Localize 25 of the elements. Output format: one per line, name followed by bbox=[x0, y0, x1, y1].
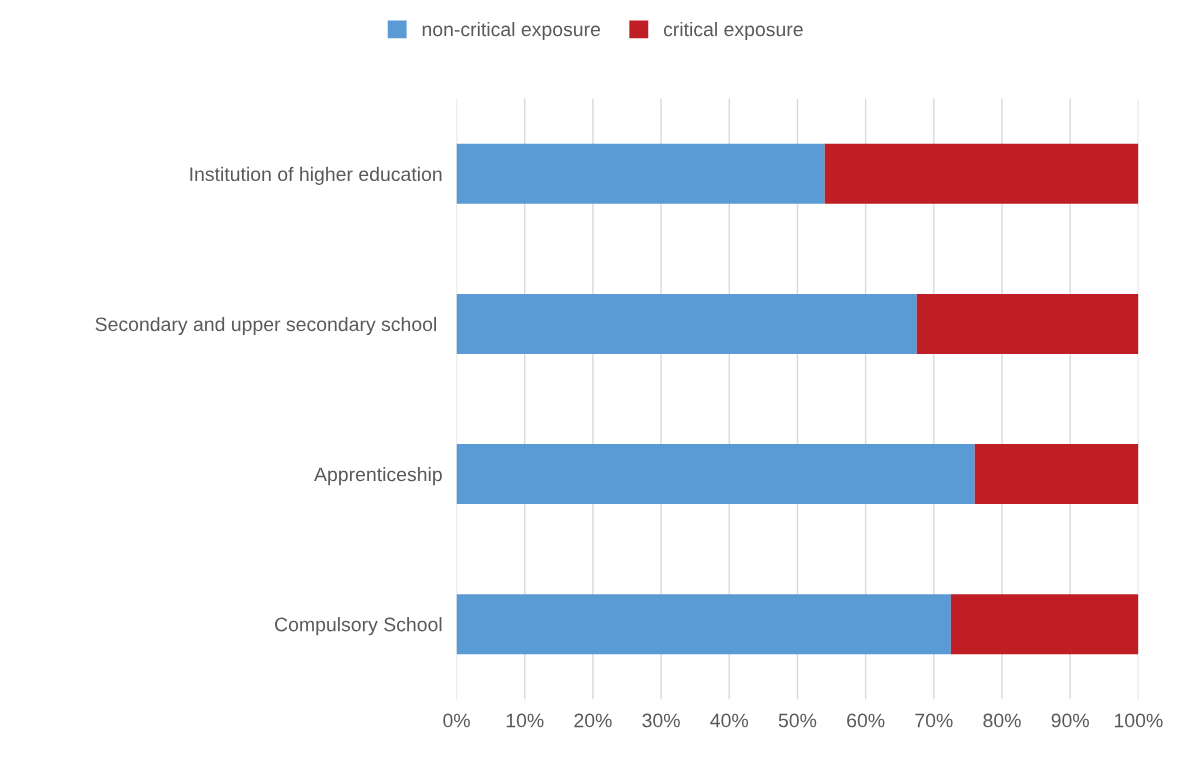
x-tick-label: 10% bbox=[506, 713, 544, 728]
x-tick-label: 40% bbox=[710, 713, 749, 728]
bar bbox=[916, 293, 1139, 354]
bar bbox=[974, 444, 1139, 505]
y-tick-label: Apprenticeship bbox=[314, 467, 442, 486]
bar bbox=[456, 293, 917, 354]
x-tick-label: 60% bbox=[847, 713, 885, 728]
x-tick-label: 0% bbox=[443, 713, 470, 728]
x-tick-label: 50% bbox=[778, 713, 817, 728]
x-tick-label: 30% bbox=[642, 713, 680, 728]
legend-label: non-critical exposure bbox=[422, 21, 601, 41]
x-tick-label: 100% bbox=[1114, 713, 1163, 728]
bar bbox=[456, 594, 951, 655]
y-tick-label: Compulsory School bbox=[275, 617, 442, 636]
bar bbox=[950, 594, 1139, 655]
x-tick-label: 80% bbox=[983, 713, 1021, 728]
x-tick-label: 90% bbox=[1051, 713, 1089, 728]
bar bbox=[824, 143, 1139, 204]
y-tick-label: Secondary and upper secondary school bbox=[95, 316, 436, 336]
x-tick-label: 20% bbox=[574, 713, 612, 728]
bar bbox=[456, 444, 975, 505]
x-tick-label: 70% bbox=[915, 713, 953, 728]
bar bbox=[456, 143, 825, 204]
legend-label: critical exposure bbox=[663, 21, 803, 41]
y-tick-label: Institution of higher education bbox=[190, 166, 442, 185]
